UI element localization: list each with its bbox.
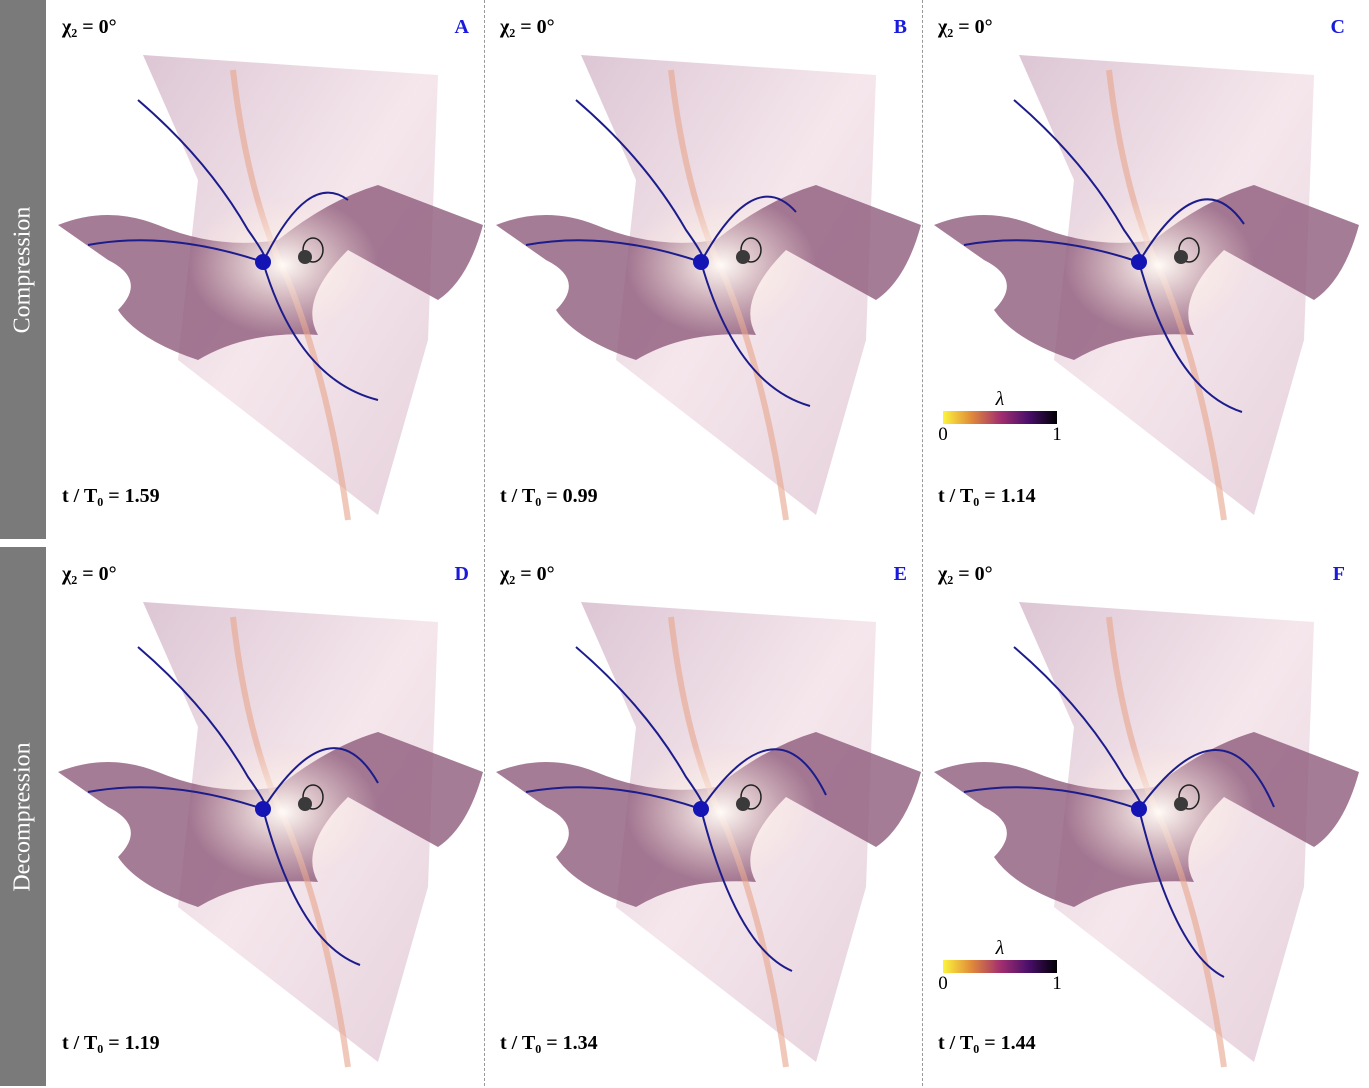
row-label: Decompression (10, 742, 37, 891)
time-value: 1.14 (1001, 485, 1036, 507)
time-label: t / T₀ = 1.34 (500, 1032, 598, 1055)
time-prefix: t / T₀ = (62, 485, 120, 507)
row-label: Compression (10, 206, 37, 333)
time-value: 0.99 (563, 485, 598, 507)
spin-label: χ₂ = 0° (938, 16, 993, 39)
time-prefix: t / T₀ = (62, 1032, 120, 1054)
time-label: t / T₀ = 0.99 (500, 485, 598, 508)
colorbar-gradient (943, 411, 1057, 424)
time-value: 1.19 (125, 1032, 160, 1054)
row-label-bar: Decompression (0, 547, 46, 1086)
black-hole-2 (1174, 250, 1188, 264)
colorbar-tick: 0 (938, 424, 948, 446)
core-glow (626, 742, 816, 882)
colorbar-tick: 1 (1052, 424, 1062, 446)
black-hole-1 (255, 801, 271, 817)
spin-label: χ₂ = 0° (500, 563, 555, 586)
time-value: 1.34 (563, 1032, 598, 1054)
spin-label: χ₂ = 0° (62, 563, 117, 586)
black-hole-2 (1174, 797, 1188, 811)
core-glow (188, 742, 378, 882)
figure: {"rows": [ {"label": "Compression", "pan… (0, 0, 1369, 1086)
time-prefix: t / T₀ = (500, 1032, 558, 1054)
black-hole-1 (255, 254, 271, 270)
black-hole-2 (736, 797, 750, 811)
panel-render (48, 0, 485, 541)
time-label: t / T₀ = 1.19 (62, 1032, 160, 1055)
panel-letter: D (455, 563, 469, 586)
time-prefix: t / T₀ = (938, 485, 996, 507)
spin-label: χ₂ = 0° (62, 16, 117, 39)
colorbar-label: λ (943, 388, 1057, 411)
panel-render (486, 547, 923, 1088)
panel-letter: F (1333, 563, 1345, 586)
spin-label: χ₂ = 0° (500, 16, 555, 39)
core-glow (1064, 195, 1254, 335)
row-separator (46, 543, 1369, 545)
time-label: t / T₀ = 1.44 (938, 1032, 1036, 1055)
panel-render (48, 547, 485, 1088)
core-glow (626, 195, 816, 335)
black-hole-1 (693, 801, 709, 817)
panel-render (924, 0, 1361, 541)
panel-render (486, 0, 923, 541)
colorbar-label: λ (943, 937, 1057, 960)
panel-letter: E (894, 563, 907, 586)
time-value: 1.44 (1001, 1032, 1036, 1054)
black-hole-2 (298, 797, 312, 811)
black-hole-2 (736, 250, 750, 264)
colorbar-gradient (943, 960, 1057, 973)
black-hole-1 (1131, 254, 1147, 270)
panel-letter: C (1331, 16, 1345, 39)
black-hole-2 (298, 250, 312, 264)
time-prefix: t / T₀ = (938, 1032, 996, 1054)
core-glow (1064, 742, 1254, 882)
panel-letter: A (455, 16, 469, 39)
colorbar-tick: 0 (938, 973, 948, 995)
row-label-bar: Compression (0, 0, 46, 539)
spin-label: χ₂ = 0° (938, 563, 993, 586)
panel-render (924, 547, 1361, 1088)
time-label: t / T₀ = 1.59 (62, 485, 160, 508)
time-label: t / T₀ = 1.14 (938, 485, 1036, 508)
panel-letter: B (894, 16, 907, 39)
time-value: 1.59 (125, 485, 160, 507)
time-prefix: t / T₀ = (500, 485, 558, 507)
black-hole-1 (693, 254, 709, 270)
black-hole-1 (1131, 801, 1147, 817)
colorbar-tick: 1 (1052, 973, 1062, 995)
